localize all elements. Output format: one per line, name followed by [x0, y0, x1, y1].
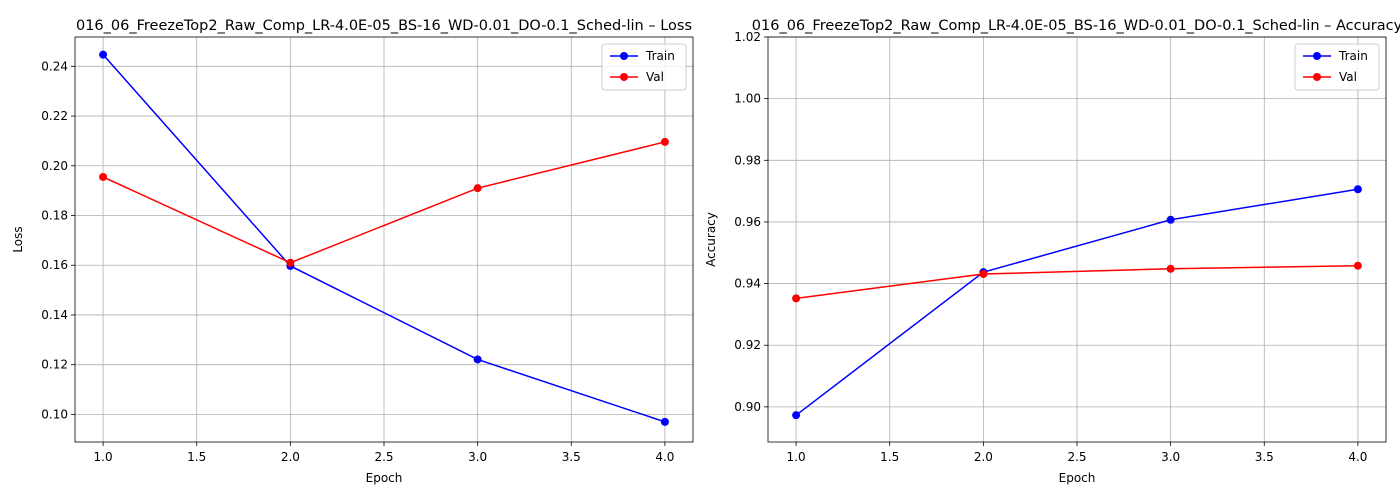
x-tick-label: 1.5 — [880, 450, 899, 464]
x-tick-label: 3.0 — [1161, 450, 1180, 464]
y-tick-label: 0.98 — [734, 153, 761, 167]
y-tick-label: 0.96 — [734, 215, 761, 229]
y-tick-label: 0.10 — [41, 407, 68, 421]
legend-label-val: Val — [646, 70, 664, 84]
y-tick-label: 0.22 — [41, 109, 68, 123]
legend-label-train: Train — [645, 49, 675, 63]
data-point-val — [1353, 261, 1362, 270]
y-tick-label: 0.14 — [41, 308, 68, 322]
data-point-train — [660, 417, 669, 426]
x-tick-label: 1.0 — [787, 450, 806, 464]
x-tick-label: 4.0 — [1348, 450, 1367, 464]
loss-chart: 1.0 1.5 2.0 2.5 3.0 3.5 4.0 0.10 0.12 0.14 0.16 0.1… — [11, 18, 694, 485]
x-axis-label: Epoch — [366, 471, 403, 485]
x-tick-label: 4.0 — [655, 450, 674, 464]
x-tick-label: 3.5 — [1255, 450, 1274, 464]
data-point-train — [1353, 185, 1362, 194]
legend: Train Val — [1294, 43, 1380, 91]
accuracy-chart: 1.0 1.5 2.0 2.5 3.0 3.5 4.0 0.90 0.92 0.94 0.96 0.9… — [704, 18, 1400, 485]
x-tick-label: 2.5 — [374, 450, 393, 464]
y-tick-label: 0.94 — [734, 277, 761, 291]
x-tick-label: 1.5 — [187, 450, 206, 464]
x-tick-label: 1.0 — [94, 450, 113, 464]
data-point-val — [473, 184, 482, 193]
legend-marker-train — [1313, 52, 1321, 60]
data-point-val — [1166, 264, 1175, 273]
chart-title: 016_06_FreezeTop2_Raw_Comp_LR-4.0E-05_BS… — [752, 18, 1400, 34]
y-tick-label: 0.16 — [41, 258, 68, 272]
series-line-val — [795, 264, 1358, 300]
data-point-val — [286, 258, 295, 267]
axes-frame — [74, 36, 694, 443]
data-point-train — [792, 411, 801, 420]
x-tick-label: 2.0 — [974, 450, 993, 464]
legend-marker-val — [620, 73, 628, 81]
axes-frame — [767, 36, 1387, 443]
y-tick-label: 1.00 — [734, 92, 761, 106]
x-tick-label: 2.0 — [281, 450, 300, 464]
y-axis-label: Accuracy — [704, 212, 718, 267]
x-tick-label: 2.5 — [1067, 450, 1086, 464]
x-axis-label: Epoch — [1059, 471, 1096, 485]
data-point-train — [473, 355, 482, 364]
chart-title: 016_06_FreezeTop2_Raw_Comp_LR-4.0E-05_BS… — [76, 18, 692, 34]
y-tick-label: 0.24 — [41, 59, 68, 73]
data-point-train — [1166, 215, 1175, 224]
y-tick-label: 0.12 — [41, 358, 68, 372]
legend-marker-val — [1313, 73, 1321, 81]
x-tick-label: 3.5 — [562, 450, 581, 464]
data-point-val — [99, 172, 108, 181]
y-tick-label: 0.90 — [734, 400, 761, 414]
y-tick-label: 0.20 — [41, 159, 68, 173]
data-point-val — [660, 137, 669, 146]
x-tick-label: 3.0 — [468, 450, 487, 464]
y-tick-label: 0.18 — [41, 209, 68, 223]
legend-marker-train — [620, 52, 628, 60]
series-line-val — [102, 141, 666, 264]
data-point-val — [792, 294, 801, 303]
series-line-train — [795, 188, 1359, 416]
legend: Train Val — [601, 43, 687, 91]
series-line-train — [102, 54, 666, 423]
y-tick-label: 0.92 — [734, 338, 761, 352]
legend-label-train: Train — [1338, 49, 1368, 63]
y-axis-label: Loss — [11, 226, 25, 252]
y-tick-label: 1.02 — [734, 30, 761, 44]
legend-label-val: Val — [1339, 70, 1357, 84]
data-point-train — [99, 50, 108, 59]
data-point-val — [979, 270, 988, 279]
